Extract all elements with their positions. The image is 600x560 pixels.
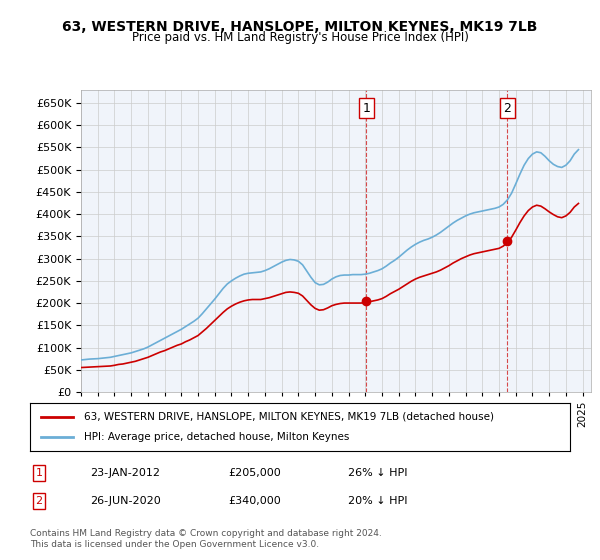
Text: 23-JAN-2012: 23-JAN-2012 (90, 468, 160, 478)
Text: Price paid vs. HM Land Registry's House Price Index (HPI): Price paid vs. HM Land Registry's House … (131, 31, 469, 44)
Text: 1: 1 (35, 468, 43, 478)
Text: HPI: Average price, detached house, Milton Keynes: HPI: Average price, detached house, Milt… (84, 432, 349, 442)
Text: 63, WESTERN DRIVE, HANSLOPE, MILTON KEYNES, MK19 7LB (detached house): 63, WESTERN DRIVE, HANSLOPE, MILTON KEYN… (84, 412, 494, 422)
Text: 26% ↓ HPI: 26% ↓ HPI (348, 468, 407, 478)
Text: 2: 2 (35, 496, 43, 506)
Text: 63, WESTERN DRIVE, HANSLOPE, MILTON KEYNES, MK19 7LB: 63, WESTERN DRIVE, HANSLOPE, MILTON KEYN… (62, 20, 538, 34)
Text: 26-JUN-2020: 26-JUN-2020 (90, 496, 161, 506)
Text: 2: 2 (503, 102, 511, 115)
Text: Contains HM Land Registry data © Crown copyright and database right 2024.
This d: Contains HM Land Registry data © Crown c… (30, 529, 382, 549)
Text: 20% ↓ HPI: 20% ↓ HPI (348, 496, 407, 506)
Text: 1: 1 (362, 102, 370, 115)
Text: £340,000: £340,000 (228, 496, 281, 506)
Text: £205,000: £205,000 (228, 468, 281, 478)
